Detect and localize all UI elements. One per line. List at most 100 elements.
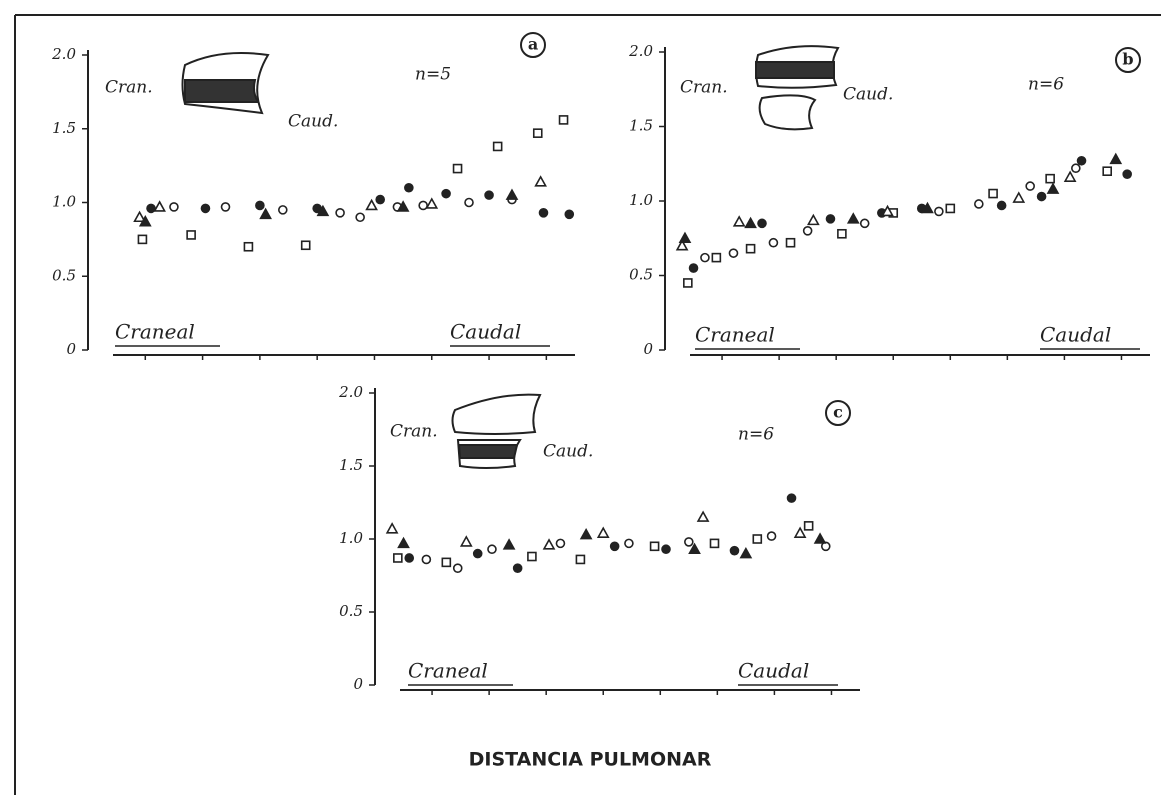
panel-label: c [833, 403, 843, 422]
point [376, 196, 384, 204]
n-label: n=6 [738, 425, 774, 445]
point [1046, 175, 1054, 183]
y-tick-label: 1.5 [629, 117, 653, 135]
x-axis-title: DISTANCIA PULMONAR [469, 749, 712, 771]
point [935, 207, 943, 215]
point [1072, 164, 1080, 172]
point [244, 243, 252, 251]
cranial-label: Cran. [390, 422, 438, 442]
y-tick-label: 2.0 [628, 42, 653, 60]
point [256, 201, 264, 209]
y-tick-label: 0.5 [339, 602, 363, 620]
point [701, 254, 709, 262]
y-tick-label: 1.0 [339, 529, 363, 547]
point [1103, 167, 1111, 175]
point [336, 209, 344, 217]
point [565, 210, 573, 218]
panel-label: b [1122, 50, 1133, 69]
cranial-label: Cran. [105, 78, 153, 98]
point [838, 230, 846, 238]
y-tick-label: 0 [66, 340, 76, 358]
point [768, 532, 776, 540]
point [747, 245, 755, 253]
point [170, 203, 178, 211]
point [975, 200, 983, 208]
point [684, 279, 692, 287]
point [222, 203, 230, 211]
point [998, 201, 1006, 209]
point [1038, 193, 1046, 201]
y-tick-label: 0 [353, 675, 363, 693]
point [1026, 182, 1034, 190]
cranial-label: Cran. [680, 78, 728, 98]
point [528, 553, 536, 561]
point [826, 215, 834, 223]
point [712, 254, 720, 262]
n-label: n=5 [415, 65, 451, 85]
point [662, 545, 670, 553]
y-tick-label: 0.5 [52, 266, 76, 284]
caudal-label: Caud. [543, 442, 593, 462]
point [485, 191, 493, 199]
caudal-label: Caud. [288, 112, 338, 132]
axis-end-label: Caudal [1040, 323, 1111, 347]
point [861, 219, 869, 227]
caudal-label: Caud. [843, 85, 893, 105]
point [769, 239, 777, 247]
point [394, 554, 402, 562]
point [356, 213, 364, 221]
point [465, 199, 473, 207]
point [729, 249, 737, 257]
point [804, 227, 812, 235]
point [187, 231, 195, 239]
point [730, 547, 738, 555]
point [556, 539, 564, 547]
point [534, 129, 542, 137]
y-tick-label: 0 [643, 340, 653, 358]
point [711, 539, 719, 547]
point [758, 219, 766, 227]
point [302, 241, 310, 249]
point [539, 209, 547, 217]
point [442, 558, 450, 566]
y-tick-label: 1.5 [339, 456, 363, 474]
point [279, 206, 287, 214]
point [514, 564, 522, 572]
point [611, 542, 619, 550]
point [651, 542, 659, 550]
point [989, 190, 997, 198]
point [405, 554, 413, 562]
point [138, 235, 146, 243]
point [787, 239, 795, 247]
point [494, 142, 502, 150]
panel-label: a [528, 35, 538, 54]
y-tick-label: 1.5 [52, 119, 76, 137]
figure: 0 0.5 1.0 1.5 2.0 Cran. Caud. n=5 a Craneal Caudal… [0, 0, 1161, 795]
point [788, 494, 796, 502]
point [1078, 157, 1086, 165]
point [405, 184, 413, 192]
point [625, 539, 633, 547]
point [946, 204, 954, 212]
point [201, 204, 209, 212]
point [454, 165, 462, 173]
axis-end-label: Caudal [450, 320, 521, 344]
y-tick-label: 2.0 [51, 45, 76, 63]
point [442, 190, 450, 198]
point [690, 264, 698, 272]
point [474, 550, 482, 558]
n-label: n=6 [1028, 75, 1064, 95]
axis-start-label: Craneal [115, 320, 195, 344]
axis-start-label: Craneal [408, 659, 488, 683]
point [1123, 170, 1131, 178]
background [0, 0, 1161, 795]
point [560, 116, 568, 124]
point [753, 535, 761, 543]
y-tick-label: 0.5 [629, 266, 653, 284]
point [422, 555, 430, 563]
axis-end-label: Caudal [738, 659, 809, 683]
y-tick-label: 2.0 [338, 383, 363, 401]
point [488, 545, 496, 553]
point [685, 538, 693, 546]
point [454, 564, 462, 572]
